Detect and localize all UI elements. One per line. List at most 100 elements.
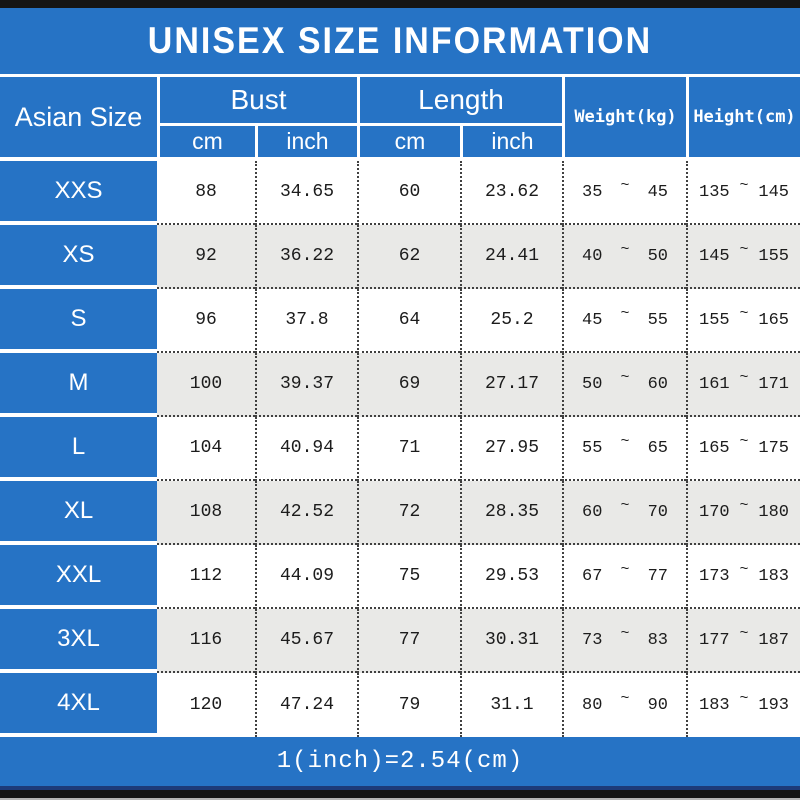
height-range-max: 183 — [758, 566, 789, 586]
tilde-separator: ~ — [739, 560, 749, 578]
bust-cm-value: 88 — [157, 161, 255, 225]
length-inch-value: 25.2 — [460, 289, 562, 353]
weight-range: 45 ~55 — [562, 289, 686, 353]
length-cm-value: 71 — [357, 417, 460, 481]
weight-range-max: 60 — [647, 374, 668, 394]
size-label: M — [0, 353, 157, 417]
length-cm-value: 60 — [357, 161, 460, 225]
bust-cm-value: 116 — [157, 609, 255, 673]
height-range-max: 145 — [758, 182, 789, 202]
header-bust: Bust — [157, 77, 357, 123]
length-inch-value: 28.35 — [460, 481, 562, 545]
tilde-separator: ~ — [739, 432, 749, 450]
length-inch-value: 31.1 — [460, 673, 562, 737]
size-label: XS — [0, 225, 157, 289]
height-range-max: 165 — [758, 310, 789, 330]
bust-cm-value: 112 — [157, 545, 255, 609]
weight-range-min: 35 — [582, 182, 603, 202]
length-cm-value: 62 — [357, 225, 460, 289]
bust-cm-value: 100 — [157, 353, 255, 417]
table-row: 3XL 116 45.67 77 30.31 73 ~83 177 ~187 — [0, 609, 800, 673]
height-range-min: 135 — [699, 182, 730, 202]
conversion-note: 1(inch)=2.54(cm) — [276, 748, 524, 775]
header-height: Height(cm) — [686, 77, 800, 157]
weight-range-min: 40 — [582, 246, 603, 266]
tilde-separator: ~ — [620, 368, 630, 386]
bust-inch-value: 44.09 — [255, 545, 357, 609]
weight-range-max: 90 — [647, 695, 668, 715]
height-range-min: 161 — [699, 374, 730, 394]
length-cm-value: 79 — [357, 673, 460, 737]
tilde-separator: ~ — [739, 496, 749, 514]
header-length: Length — [357, 77, 562, 123]
header-length-cm: cm — [357, 123, 460, 157]
weight-range-max: 65 — [647, 438, 668, 458]
tilde-separator: ~ — [739, 304, 749, 322]
height-range-min: 155 — [699, 310, 730, 330]
weight-range-max: 83 — [647, 630, 668, 650]
table-row: XXS 88 34.65 60 23.62 35 ~45 135 ~145 — [0, 161, 800, 225]
weight-range: 73 ~83 — [562, 609, 686, 673]
length-inch-value: 24.41 — [460, 225, 562, 289]
weight-range-max: 45 — [647, 182, 668, 202]
height-range-min: 173 — [699, 566, 730, 586]
length-inch-value: 23.62 — [460, 161, 562, 225]
tilde-separator: ~ — [620, 176, 630, 194]
height-range: 170 ~180 — [686, 481, 800, 545]
height-range: 161 ~171 — [686, 353, 800, 417]
table-row: L 104 40.94 71 27.95 55 ~65 165 ~175 — [0, 417, 800, 481]
bust-inch-value: 47.24 — [255, 673, 357, 737]
tilde-separator: ~ — [620, 432, 630, 450]
size-label: 4XL — [0, 673, 157, 737]
size-label: L — [0, 417, 157, 481]
length-cm-value: 75 — [357, 545, 460, 609]
height-range-min: 145 — [699, 246, 730, 266]
table-row: XS 92 36.22 62 24.41 40 ~50 145 ~155 — [0, 225, 800, 289]
table-row: M 100 39.37 69 27.17 50 ~60 161 ~171 — [0, 353, 800, 417]
weight-range-min: 45 — [582, 310, 603, 330]
header-bust-inch: inch — [255, 123, 357, 157]
length-cm-value: 72 — [357, 481, 460, 545]
height-range: 173 ~183 — [686, 545, 800, 609]
weight-range: 50 ~60 — [562, 353, 686, 417]
weight-range-min: 67 — [582, 566, 603, 586]
table-body: XXS 88 34.65 60 23.62 35 ~45 135 ~145 XS 92 36.22 62… — [0, 161, 800, 737]
height-range-max: 175 — [758, 438, 789, 458]
weight-range: 40 ~50 — [562, 225, 686, 289]
tilde-separator: ~ — [620, 624, 630, 642]
weight-range: 80 ~90 — [562, 673, 686, 737]
size-label: S — [0, 289, 157, 353]
bust-cm-value: 96 — [157, 289, 255, 353]
height-range: 145 ~155 — [686, 225, 800, 289]
weight-range-min: 55 — [582, 438, 603, 458]
top-black-bar — [0, 0, 800, 8]
table-row: 4XL 120 47.24 79 31.1 80 ~90 183 ~193 — [0, 673, 800, 737]
weight-range-min: 73 — [582, 630, 603, 650]
size-label: 3XL — [0, 609, 157, 673]
height-range-min: 170 — [699, 502, 730, 522]
bust-inch-value: 36.22 — [255, 225, 357, 289]
page-title: UNISEX SIZE INFORMATION — [147, 19, 653, 61]
header-weight: Weight(kg) — [562, 77, 686, 157]
height-range: 155 ~165 — [686, 289, 800, 353]
weight-range: 60 ~70 — [562, 481, 686, 545]
tilde-separator: ~ — [739, 624, 749, 642]
tilde-separator: ~ — [620, 496, 630, 514]
length-inch-value: 29.53 — [460, 545, 562, 609]
length-inch-value: 27.95 — [460, 417, 562, 481]
tilde-separator: ~ — [739, 368, 749, 386]
height-range: 183 ~193 — [686, 673, 800, 737]
weight-range: 55 ~65 — [562, 417, 686, 481]
weight-range-max: 77 — [647, 566, 668, 586]
height-range: 135 ~145 — [686, 161, 800, 225]
height-range: 165 ~175 — [686, 417, 800, 481]
tilde-separator: ~ — [620, 689, 630, 707]
bust-inch-value: 34.65 — [255, 161, 357, 225]
weight-range-min: 60 — [582, 502, 603, 522]
weight-range-min: 50 — [582, 374, 603, 394]
footer-band: 1(inch)=2.54(cm) — [0, 737, 800, 790]
tilde-separator: ~ — [739, 689, 749, 707]
weight-range-min: 80 — [582, 695, 603, 715]
bust-inch-value: 39.37 — [255, 353, 357, 417]
tilde-separator: ~ — [620, 304, 630, 322]
